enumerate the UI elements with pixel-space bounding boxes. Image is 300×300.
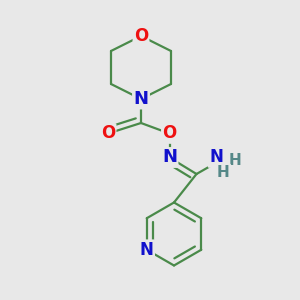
Text: N: N xyxy=(140,241,154,259)
Text: H: H xyxy=(217,165,230,180)
Text: N: N xyxy=(134,90,148,108)
Text: N: N xyxy=(209,148,223,166)
Text: H: H xyxy=(229,153,242,168)
Text: O: O xyxy=(134,27,148,45)
Text: O: O xyxy=(101,124,115,142)
Text: O: O xyxy=(162,124,177,142)
Text: N: N xyxy=(162,148,177,166)
